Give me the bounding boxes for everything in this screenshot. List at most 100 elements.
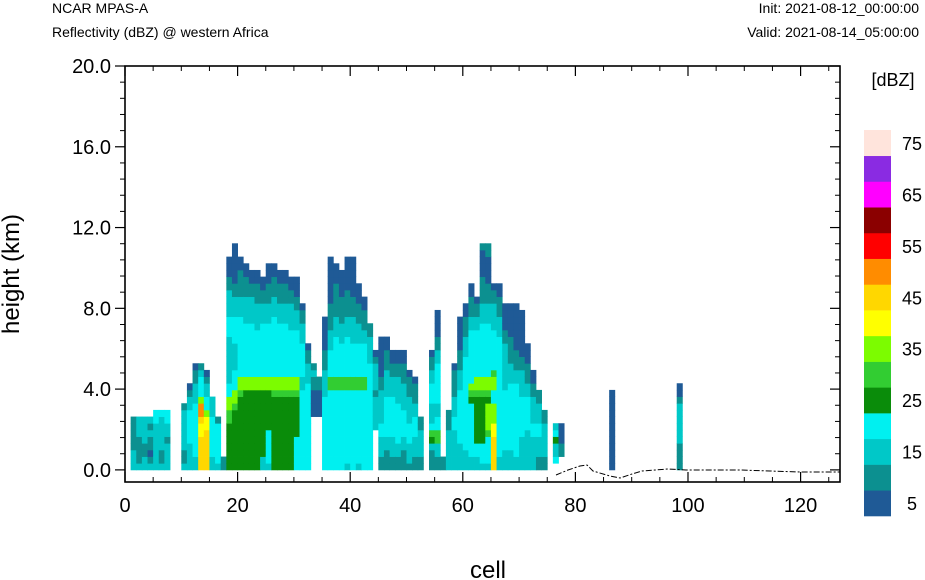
reflectivity-cell	[519, 363, 526, 371]
reflectivity-cell	[130, 443, 137, 451]
reflectivity-cell	[288, 449, 295, 457]
reflectivity-cell	[434, 316, 441, 324]
reflectivity-cell	[457, 316, 464, 324]
reflectivity-cell	[226, 436, 233, 444]
reflectivity-cell	[372, 409, 379, 417]
reflectivity-cell	[344, 409, 351, 417]
reflectivity-cell	[226, 263, 233, 271]
reflectivity-cell	[389, 436, 396, 444]
reflectivity-cell	[293, 356, 300, 364]
reflectivity-cell	[322, 369, 329, 377]
reflectivity-cell	[209, 409, 216, 417]
reflectivity-cell	[226, 343, 233, 351]
reflectivity-cell	[203, 383, 210, 391]
reflectivity-cell	[203, 403, 210, 411]
reflectivity-cell	[153, 443, 160, 451]
reflectivity-cell	[338, 463, 345, 471]
reflectivity-cell	[265, 336, 272, 344]
reflectivity-cell	[372, 403, 379, 411]
reflectivity-cell	[226, 376, 233, 384]
reflectivity-cell	[344, 396, 351, 404]
colorbar-swatch	[864, 232, 891, 259]
reflectivity-cell	[479, 443, 486, 451]
reflectivity-cell	[271, 423, 278, 431]
reflectivity-cell	[355, 343, 362, 351]
reflectivity-cell	[282, 336, 289, 344]
reflectivity-cell	[226, 463, 233, 471]
reflectivity-cell	[479, 463, 486, 471]
reflectivity-cell	[344, 309, 351, 318]
reflectivity-cell	[226, 383, 233, 391]
reflectivity-cell	[333, 283, 340, 291]
reflectivity-cell	[288, 296, 295, 304]
reflectivity-cell	[316, 396, 323, 404]
reflectivity-cell	[485, 436, 492, 444]
reflectivity-cell	[479, 396, 486, 404]
reflectivity-cell	[344, 256, 351, 264]
reflectivity-cell	[231, 449, 238, 457]
reflectivity-cell	[530, 416, 537, 424]
reflectivity-cell	[215, 416, 222, 424]
reflectivity-cell	[254, 363, 261, 371]
reflectivity-cell	[243, 289, 250, 298]
reflectivity-cell	[513, 383, 520, 391]
reflectivity-cell	[468, 336, 475, 344]
colorbar-label: 65	[902, 185, 922, 205]
reflectivity-cell	[361, 443, 368, 451]
reflectivity-cell	[226, 416, 233, 424]
reflectivity-cell	[513, 403, 520, 411]
reflectivity-cell	[237, 436, 244, 444]
reflectivity-cell	[367, 449, 374, 457]
reflectivity-cell	[412, 423, 419, 431]
reflectivity-cell	[412, 429, 419, 437]
reflectivity-cell	[367, 463, 374, 471]
reflectivity-cell	[265, 416, 272, 424]
colorbar-swatch	[864, 361, 891, 388]
reflectivity-cell	[231, 296, 238, 304]
reflectivity-cell	[271, 276, 278, 284]
reflectivity-cell	[299, 449, 306, 457]
reflectivity-cell	[462, 389, 469, 397]
reflectivity-cell	[305, 449, 312, 457]
reflectivity-cell	[310, 403, 317, 411]
reflectivity-cell	[192, 389, 199, 397]
reflectivity-cell	[226, 396, 233, 404]
reflectivity-cell	[462, 443, 469, 451]
reflectivity-cell	[383, 463, 390, 471]
reflectivity-cell	[434, 403, 441, 411]
reflectivity-cell	[243, 343, 250, 351]
reflectivity-cell	[327, 403, 334, 411]
reflectivity-cell	[479, 356, 486, 364]
reflectivity-cell	[277, 389, 284, 397]
reflectivity-cell	[609, 416, 616, 424]
reflectivity-cell	[355, 443, 362, 451]
colorbar-swatch	[864, 258, 891, 285]
reflectivity-cell	[277, 416, 284, 424]
reflectivity-cell	[192, 463, 199, 471]
reflectivity-cell	[507, 369, 514, 377]
reflectivity-cell	[282, 409, 289, 417]
reflectivity-cell	[327, 396, 334, 404]
reflectivity-cell	[519, 309, 526, 318]
reflectivity-cell	[395, 369, 402, 377]
reflectivity-cell	[215, 463, 222, 471]
reflectivity-cell	[434, 409, 441, 417]
reflectivity-cell	[316, 389, 323, 397]
reflectivity-cell	[468, 436, 475, 444]
reflectivity-cell	[333, 316, 340, 324]
reflectivity-cell	[327, 343, 334, 351]
reflectivity-cell	[215, 449, 222, 457]
reflectivity-cell	[231, 409, 238, 417]
reflectivity-cell	[181, 436, 188, 444]
reflectivity-cell	[468, 403, 475, 411]
reflectivity-cell	[355, 409, 362, 417]
reflectivity-cell	[231, 269, 238, 278]
reflectivity-cell	[406, 409, 413, 417]
reflectivity-cell	[609, 456, 616, 464]
x-tick-label: 0	[119, 495, 130, 517]
reflectivity-cell	[164, 456, 171, 464]
colorbar-swatch	[864, 207, 891, 234]
reflectivity-cell	[153, 456, 160, 464]
reflectivity-cell	[400, 356, 407, 364]
reflectivity-cell	[490, 436, 497, 444]
